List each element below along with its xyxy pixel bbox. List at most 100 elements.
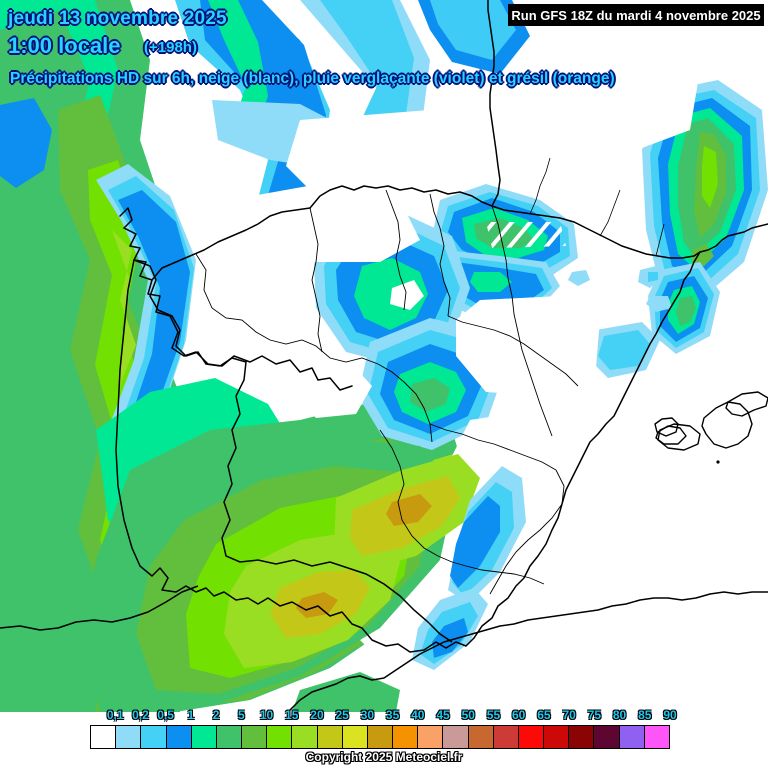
island-cabrera <box>716 460 720 464</box>
legend-tick-90: 90 <box>663 708 677 722</box>
legend-swatch-16 <box>493 726 519 748</box>
model-run-box: Run GFS 18Z du mardi 4 novembre 2025 <box>508 4 764 26</box>
border-portugal <box>133 259 453 643</box>
legend-tick-25: 25 <box>335 708 349 722</box>
map-subtitle: Précipitations HD sur 6h, neige (blanc),… <box>10 70 615 87</box>
coastline-morocco-med <box>0 585 199 631</box>
legend-tick-85: 85 <box>638 708 652 722</box>
precip-area-atlantic-2mm-b <box>0 10 140 712</box>
precip-patch-interior-2 <box>648 272 658 282</box>
border-cantabria-east <box>385 189 407 311</box>
legend-tick-60: 60 <box>512 708 526 722</box>
legend-swatch-3 <box>166 726 192 748</box>
legend-swatch-15 <box>468 726 494 748</box>
dry-slot-bay <box>506 50 700 160</box>
border-france-2 <box>599 189 621 237</box>
legend-tick-65: 65 <box>537 708 551 722</box>
border-murcia <box>489 469 565 595</box>
legend-tick-75: 75 <box>587 708 602 722</box>
legend-swatch-1 <box>116 726 142 748</box>
border-france-spain <box>491 205 701 259</box>
legend-swatch-4 <box>191 726 217 748</box>
legend-tick-labels: 0,1 0,2 0,5 1 2 5 10 15 20 25 30 35 40 45 50 55 60 65 70 75… <box>90 708 677 725</box>
precip-morocco <box>292 672 400 712</box>
model-run-label: Run GFS 18Z du mardi 4 novembre 2025 <box>511 7 761 23</box>
legend-tick-15: 15 <box>285 708 299 722</box>
balearic-islands <box>654 391 768 464</box>
legend-tick-5: 5 <box>237 708 245 722</box>
legend-swatch-12 <box>393 726 419 748</box>
border-castilla-mancha-south <box>429 423 557 471</box>
legend-color-bar[interactable] <box>90 725 670 749</box>
copyright-notice: Copyright 2025 Meteociel.fr <box>305 750 463 764</box>
legend-swatch-18 <box>544 726 570 748</box>
dry-slot-1 <box>390 280 424 310</box>
legend-swatch-8 <box>292 726 318 748</box>
legend-swatch-19 <box>569 726 595 748</box>
island-mallorca-n <box>725 391 768 417</box>
legend-swatch-2 <box>141 726 167 748</box>
precip-southwest-restore-top <box>296 592 338 618</box>
legend-tick-0-1: 0,1 <box>106 708 124 722</box>
border-aragon-east <box>491 205 553 437</box>
coastline-galicia <box>119 207 353 391</box>
precip-andalucia-restore-peak <box>386 494 432 526</box>
border-france-1 <box>529 157 551 215</box>
coastline-cantabria <box>309 185 493 209</box>
forecast-time: 1:00 locale <box>8 33 121 58</box>
precip-gibraltar-restore-core <box>432 618 468 658</box>
internal-borders <box>133 157 701 643</box>
legend-tick-0-5: 0,5 <box>157 708 174 722</box>
legend-swatch-22 <box>644 726 669 748</box>
legend-swatch-11 <box>367 726 394 748</box>
snow-hatch-pyrenees <box>486 222 566 248</box>
dry-slot-2 <box>296 362 372 418</box>
precip-patch-interior-3 <box>568 270 590 286</box>
legend-swatch-0 <box>91 726 117 748</box>
legend-tick-80: 80 <box>612 708 627 722</box>
coastline-gulf-lion <box>699 223 768 253</box>
legend-tick-45: 45 <box>436 708 450 722</box>
coastline-algeria <box>287 591 768 712</box>
border-extremadura-east <box>379 429 453 563</box>
precip-band-biscay-inner <box>430 0 516 60</box>
precip-peak-portugal <box>112 230 136 390</box>
border-castilla-leon-south <box>195 253 433 443</box>
dry-slot-cantabria <box>286 110 470 210</box>
legend-swatch-5 <box>216 726 243 748</box>
precip-galicia-core <box>118 190 190 440</box>
legend-swatch-9 <box>317 726 343 748</box>
coastline-france-atlantic <box>487 0 501 207</box>
legend-swatch-21 <box>619 726 645 748</box>
forecast-date: jeudi 13 novembre 2025 <box>8 8 227 29</box>
border-castilla-leon-east <box>309 207 323 353</box>
dry-slot-aragon <box>456 296 600 396</box>
color-scale-legend: 0,1 0,2 0,5 1 2 5 10 15 20 25 30 35 40 45 50 55 60 65 70 75… <box>90 708 677 749</box>
coastline-north-africa <box>0 585 768 712</box>
legend-tick-1: 1 <box>187 708 195 722</box>
precip-band-nw-core <box>200 0 326 235</box>
precip-patch-interior-4 <box>646 296 672 312</box>
precip-ebro-green <box>470 272 512 292</box>
legend-swatch-13 <box>418 726 444 748</box>
legend-tick-20: 20 <box>310 708 324 722</box>
legend-tick-40: 40 <box>411 708 425 722</box>
border-andalucia-east <box>451 561 545 585</box>
precip-ebro-delta-light <box>598 330 650 370</box>
legend-swatch-14 <box>443 726 469 748</box>
coastlines <box>115 0 768 653</box>
coastline-portugal-andalucia <box>115 259 475 653</box>
precip-catalonia-green-core <box>676 296 696 326</box>
legend-tick-50: 50 <box>461 708 475 722</box>
legend-tick-0-2: 0,2 <box>132 708 149 722</box>
precip-ocean-nw <box>0 98 52 188</box>
border-france-3 <box>655 223 665 257</box>
legend-swatch-10 <box>342 726 368 748</box>
island-ibiza-detail <box>655 425 687 445</box>
coastline-cantabria-west <box>151 207 311 281</box>
legend-tick-70: 70 <box>562 708 576 722</box>
legend-swatch-20 <box>594 726 620 748</box>
